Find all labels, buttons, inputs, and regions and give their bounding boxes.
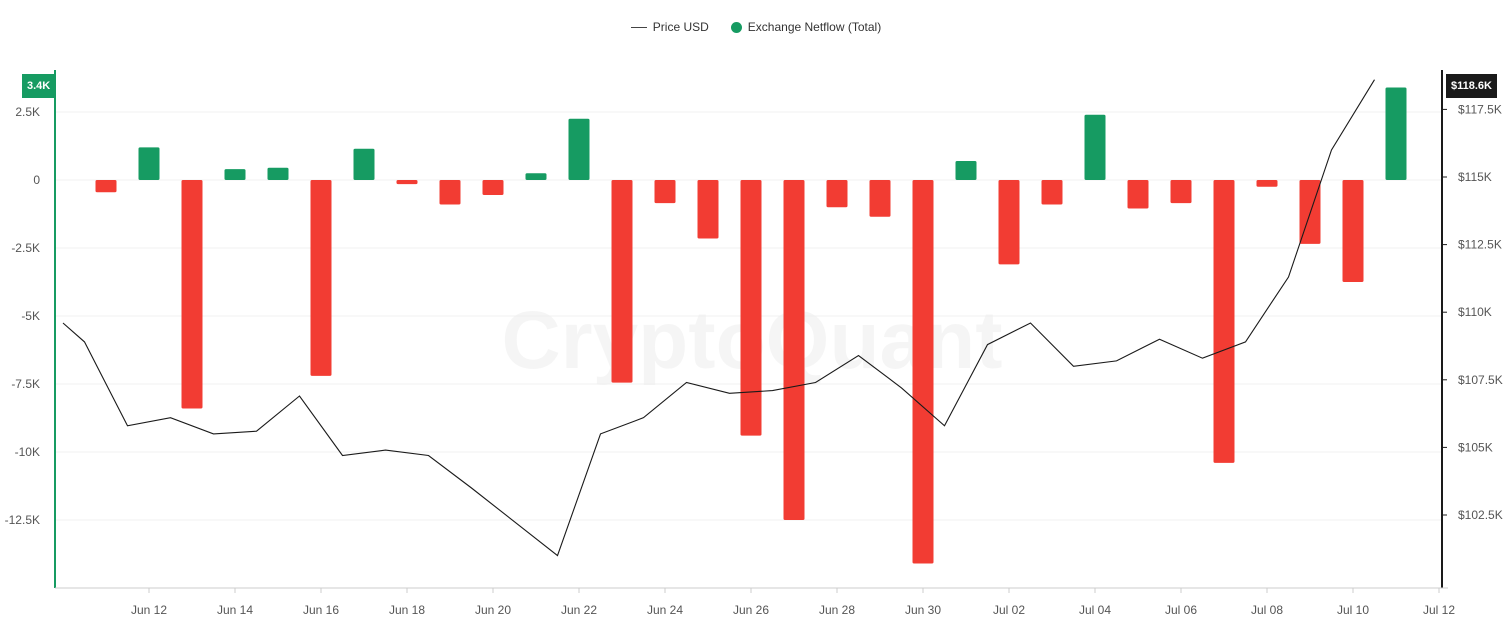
netflow-bar (138, 147, 160, 180)
dot-swatch-icon (730, 21, 742, 33)
legend-label-netflow: Exchange Netflow (Total) (747, 20, 882, 34)
netflow-bar (697, 180, 719, 239)
netflow-bar (869, 180, 891, 217)
right-tick-label: $110K (1458, 305, 1492, 319)
axes: 2.5K 0 -2.5K -5K -7.5K -10K -12.5K $117.5K $115K… (5, 70, 1503, 617)
x-tick-label: Jun 20 (475, 603, 511, 617)
right-tick-label: $102.5K (1458, 508, 1503, 522)
right-tick-label: $105K (1458, 440, 1493, 454)
netflow-bar (955, 160, 977, 180)
left-tick-label: -2.5K (11, 241, 40, 255)
x-tick-label: Jun 28 (819, 603, 855, 617)
netflow-bar (1385, 87, 1407, 180)
x-tick-label: Jun 22 (561, 603, 597, 617)
netflow-bar (826, 180, 848, 208)
right-tick-label: $115K (1458, 170, 1492, 184)
legend-item-price[interactable]: Price USD (630, 20, 709, 34)
netflow-bar (396, 180, 418, 185)
netflow-bar (1041, 180, 1063, 205)
right-tick-label: $112.5K (1458, 238, 1502, 252)
x-tick-label: Jul 12 (1423, 603, 1455, 617)
x-tick-label: Jul 06 (1165, 603, 1197, 617)
x-tick-label: Jun 18 (389, 603, 425, 617)
left-tick-label: -7.5K (11, 377, 40, 391)
netflow-bar (912, 180, 934, 564)
netflow-bar (95, 180, 117, 193)
x-tick-label: Jun 26 (733, 603, 769, 617)
line-swatch-icon (630, 26, 647, 28)
right-tick-label: $107.5K (1458, 373, 1503, 387)
netflow-bar (1127, 180, 1149, 209)
netflow-bar (310, 180, 332, 376)
left-tick-label: -10K (15, 445, 40, 459)
netflow-bar (1170, 180, 1192, 204)
left-tick-label: 2.5K (15, 105, 40, 119)
netflow-bar (611, 180, 633, 383)
right-tick-label: $117.5K (1458, 102, 1502, 116)
netflow-bar (1342, 180, 1364, 282)
current-netflow-badge: 3.4K (22, 74, 56, 98)
netflow-bar (353, 148, 375, 180)
legend-label-price: Price USD (652, 20, 709, 34)
netflow-bar (267, 167, 289, 180)
left-tick-label: 0 (33, 173, 40, 187)
x-tick-label: Jun 24 (647, 603, 683, 617)
x-tick-label: Jul 02 (993, 603, 1025, 617)
netflow-bar (224, 169, 246, 180)
netflow-bar (568, 118, 590, 180)
netflow-bar (1084, 114, 1106, 180)
netflow-bar (1213, 180, 1235, 463)
current-price-badge: $118.6K (1446, 74, 1497, 98)
netflow-bars (95, 87, 1407, 564)
netflow-bar (439, 180, 461, 205)
legend: Price USD Exchange Netflow (Total) (0, 20, 1512, 34)
x-tick-label: Jun 12 (131, 603, 167, 617)
netflow-bar (525, 173, 547, 180)
legend-item-netflow[interactable]: Exchange Netflow (Total) (730, 20, 882, 34)
netflow-bar (1256, 180, 1278, 187)
netflow-bar (740, 180, 762, 436)
left-tick-label: -12.5K (5, 513, 40, 527)
x-tick-label: Jul 08 (1251, 603, 1283, 617)
netflow-bar (654, 180, 676, 204)
x-tick-label: Jun 16 (303, 603, 339, 617)
x-tick-label: Jun 30 (905, 603, 941, 617)
netflow-bar (482, 180, 504, 195)
price-line-layer (62, 79, 1375, 557)
x-tick-label: Jul 10 (1337, 603, 1369, 617)
netflow-bar (181, 180, 203, 409)
netflow-bar (783, 180, 805, 520)
netflow-bar (998, 180, 1020, 265)
price-line (62, 79, 1375, 557)
x-tick-label: Jul 04 (1079, 603, 1111, 617)
x-tick-label: Jun 14 (217, 603, 253, 617)
left-tick-label: -5K (21, 309, 40, 323)
